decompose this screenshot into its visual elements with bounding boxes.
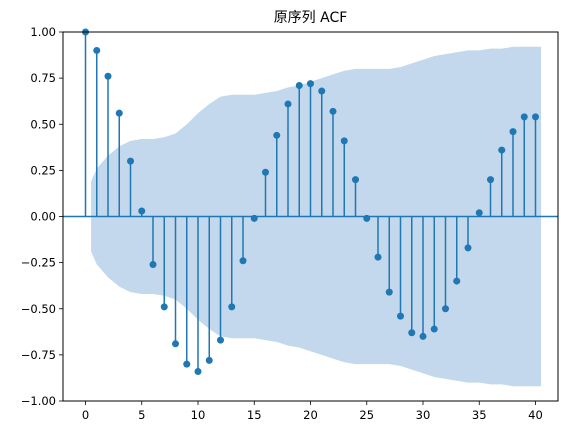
acf-point [509, 128, 517, 136]
acf-point [205, 356, 213, 364]
acf-point [363, 214, 371, 222]
x-tick-label: 5 [138, 408, 145, 422]
acf-point [239, 257, 247, 265]
acf-point [160, 303, 168, 311]
acf-point [329, 107, 337, 115]
acf-point [284, 100, 292, 108]
stem-layer [84, 32, 537, 372]
acf-point [430, 325, 438, 333]
acf-point [115, 109, 123, 117]
acf-point [127, 157, 134, 165]
acf-point [397, 312, 404, 320]
acf-point [340, 137, 348, 145]
acf-point [93, 46, 101, 54]
acf-point [194, 367, 202, 375]
acf-point [464, 244, 472, 252]
acf-point [138, 207, 146, 215]
x-axis-ticks: 0 5 10 15 20 25 30 35 40 [82, 401, 543, 422]
y-tick-label: −0.75 [21, 348, 56, 362]
x-tick-label: 30 [416, 408, 431, 422]
acf-point [487, 176, 494, 184]
acf-point [419, 332, 427, 340]
x-tick-label: 10 [191, 408, 206, 422]
y-tick-label: 1.00 [30, 25, 56, 39]
acf-point [385, 288, 393, 296]
y-tick-label: 0.25 [30, 163, 56, 177]
y-tick-label: −0.25 [21, 256, 56, 270]
y-axis-ticks: −1.00 −0.75 −0.50 −0.25 0.00 0.25 0.50 0.75 1.00 [21, 25, 63, 408]
acf-point [295, 82, 303, 90]
acf-point [262, 168, 269, 176]
acf-point [250, 214, 258, 222]
x-tick-label: 35 [472, 408, 487, 422]
acf-point [228, 303, 236, 311]
x-tick-label: 0 [82, 408, 89, 422]
x-tick-label: 25 [359, 408, 374, 422]
chart-title: 原序列 ACF [274, 10, 348, 26]
acf-point [172, 340, 179, 348]
acf-point [520, 113, 528, 121]
acf-point [442, 305, 449, 313]
acf-point [104, 72, 112, 80]
y-tick-label: 0.50 [30, 117, 56, 131]
acf-point [498, 146, 506, 154]
acf-point [307, 80, 314, 88]
x-tick-label: 15 [247, 408, 262, 422]
y-tick-label: 0.00 [30, 210, 56, 224]
acf-point [374, 253, 382, 261]
x-tick-label: 40 [528, 408, 543, 422]
y-tick-label: −0.50 [21, 302, 56, 316]
acf-point [273, 131, 281, 139]
acf-point [318, 87, 326, 95]
acf-point [149, 260, 157, 268]
acf-point [408, 329, 416, 337]
marker-layer [82, 28, 539, 375]
y-tick-label: 0.75 [30, 71, 56, 85]
acf-point [183, 360, 191, 368]
acf-point [217, 336, 224, 344]
x-tick-label: 20 [303, 408, 318, 422]
y-tick-label: −1.00 [21, 394, 56, 408]
acf-point [453, 277, 461, 285]
acf-point [352, 176, 359, 184]
acf-point [532, 113, 539, 121]
acf-point [475, 209, 483, 217]
